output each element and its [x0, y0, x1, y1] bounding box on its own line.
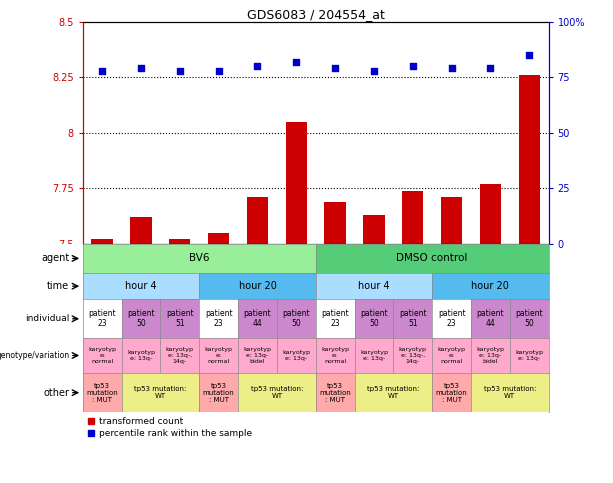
Point — [524, 51, 534, 59]
Text: patient
51: patient 51 — [166, 309, 194, 328]
Text: tp53 mutation:
WT: tp53 mutation: WT — [367, 386, 419, 399]
Text: patient
23: patient 23 — [438, 309, 465, 328]
Title: GDS6083 / 204554_at: GDS6083 / 204554_at — [247, 8, 384, 21]
Bar — [402, 191, 424, 244]
Legend: transformed count, percentile rank within the sample: transformed count, percentile rank withi… — [87, 417, 252, 438]
Bar — [480, 184, 501, 244]
Text: tp53
mutation
: MUT: tp53 mutation : MUT — [436, 383, 468, 403]
Point — [447, 65, 457, 72]
Point — [485, 65, 495, 72]
Text: patient
44: patient 44 — [476, 309, 504, 328]
Bar — [441, 197, 462, 244]
Point — [253, 62, 262, 70]
Text: hour 20: hour 20 — [471, 281, 509, 291]
Bar — [519, 75, 540, 244]
Point — [214, 67, 224, 74]
Text: patient
23: patient 23 — [321, 309, 349, 328]
Point — [291, 58, 301, 66]
Text: karyotyp
e: 13q-: karyotyp e: 13q- — [282, 350, 310, 361]
Point — [97, 67, 107, 74]
Point — [408, 62, 417, 70]
Text: karyotyp
e: 13q-,
14q-: karyotyp e: 13q-, 14q- — [166, 347, 194, 364]
Point — [369, 67, 379, 74]
Text: patient
51: patient 51 — [399, 309, 427, 328]
Text: patient
23: patient 23 — [88, 309, 116, 328]
Text: BV6: BV6 — [189, 254, 210, 263]
Point — [136, 65, 146, 72]
Text: time: time — [47, 281, 69, 291]
Text: patient
44: patient 44 — [243, 309, 272, 328]
Text: patient
50: patient 50 — [360, 309, 388, 328]
Bar — [247, 197, 268, 244]
Bar — [208, 233, 229, 244]
Text: karyotyp
e:
normal: karyotyp e: normal — [321, 347, 349, 364]
Point — [175, 67, 185, 74]
Text: patient
50: patient 50 — [516, 309, 543, 328]
Bar — [131, 217, 151, 244]
Point — [330, 65, 340, 72]
Text: patient
50: patient 50 — [127, 309, 155, 328]
Text: karyotyp
e: 13q-,
14q-: karyotyp e: 13q-, 14q- — [398, 347, 427, 364]
Text: hour 4: hour 4 — [358, 281, 390, 291]
Text: individual: individual — [25, 314, 69, 323]
Text: karyotyp
e: 13q-
bidel: karyotyp e: 13q- bidel — [476, 347, 504, 364]
Text: tp53 mutation:
WT: tp53 mutation: WT — [134, 386, 186, 399]
Bar — [364, 215, 384, 244]
Bar — [324, 202, 346, 244]
Bar — [169, 240, 191, 244]
Bar — [91, 240, 113, 244]
Text: tp53 mutation:
WT: tp53 mutation: WT — [251, 386, 303, 399]
Text: tp53
mutation
: MUT: tp53 mutation : MUT — [319, 383, 351, 403]
Text: hour 20: hour 20 — [238, 281, 276, 291]
Text: other: other — [44, 388, 69, 398]
Text: karyotyp
e: 13q-
bidel: karyotyp e: 13q- bidel — [243, 347, 272, 364]
Text: karyotyp
e:
normal: karyotyp e: normal — [438, 347, 466, 364]
Text: karyotyp
e:
normal: karyotyp e: normal — [205, 347, 233, 364]
Text: tp53 mutation:
WT: tp53 mutation: WT — [484, 386, 536, 399]
Text: DMSO control: DMSO control — [397, 254, 468, 263]
Text: tp53
mutation
: MUT: tp53 mutation : MUT — [86, 383, 118, 403]
Bar — [286, 122, 307, 244]
Text: patient
50: patient 50 — [283, 309, 310, 328]
Text: karyotyp
e: 13q-: karyotyp e: 13q- — [127, 350, 155, 361]
Text: genotype/variation: genotype/variation — [0, 351, 69, 360]
Text: hour 4: hour 4 — [125, 281, 157, 291]
Text: patient
23: patient 23 — [205, 309, 232, 328]
Text: agent: agent — [41, 254, 69, 263]
Text: karyotyp
e:
normal: karyotyp e: normal — [88, 347, 116, 364]
Text: karyotyp
e: 13q-: karyotyp e: 13q- — [360, 350, 388, 361]
Text: karyotyp
e: 13q-: karyotyp e: 13q- — [515, 350, 543, 361]
Text: tp53
mutation
: MUT: tp53 mutation : MUT — [203, 383, 235, 403]
